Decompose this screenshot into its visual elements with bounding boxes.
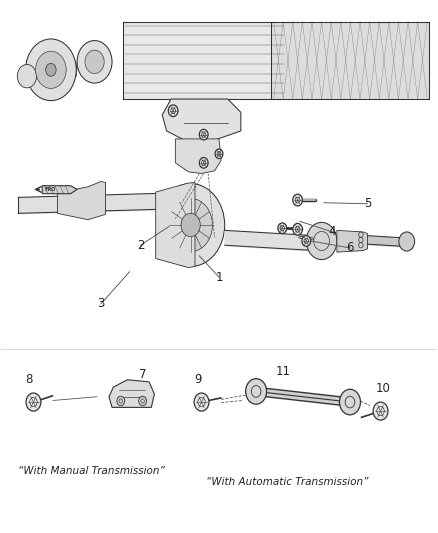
FancyBboxPatch shape (123, 22, 289, 99)
Circle shape (181, 213, 200, 237)
Text: “With Manual Transmission”: “With Manual Transmission” (18, 466, 165, 476)
Text: 9: 9 (195, 373, 202, 386)
Circle shape (25, 39, 76, 101)
Circle shape (156, 183, 225, 266)
Text: 5: 5 (364, 197, 371, 211)
Text: 2: 2 (137, 239, 144, 252)
Text: FRO: FRO (44, 187, 56, 192)
Circle shape (199, 130, 208, 140)
Circle shape (339, 389, 360, 415)
Circle shape (46, 63, 56, 76)
Circle shape (139, 396, 147, 406)
Circle shape (215, 149, 223, 159)
Text: 11: 11 (276, 365, 291, 378)
Circle shape (17, 64, 36, 88)
Circle shape (293, 223, 302, 235)
Text: 6: 6 (346, 241, 354, 254)
Polygon shape (57, 181, 106, 220)
Text: 1: 1 (215, 271, 223, 284)
Circle shape (306, 222, 337, 260)
FancyBboxPatch shape (272, 22, 428, 99)
Text: 3: 3 (97, 297, 105, 310)
Circle shape (77, 41, 112, 83)
Circle shape (278, 223, 287, 233)
Circle shape (199, 158, 208, 168)
Circle shape (169, 198, 212, 252)
Text: 4: 4 (329, 225, 336, 238)
Circle shape (35, 51, 66, 88)
Text: 7: 7 (139, 368, 146, 381)
Circle shape (26, 393, 41, 411)
Circle shape (246, 378, 267, 404)
Text: 10: 10 (375, 382, 390, 395)
Circle shape (293, 194, 302, 206)
Text: “With Automatic Transmission”: “With Automatic Transmission” (206, 477, 368, 487)
Circle shape (373, 402, 388, 420)
Polygon shape (109, 379, 154, 407)
Polygon shape (155, 182, 195, 268)
Polygon shape (42, 185, 77, 193)
Polygon shape (175, 139, 221, 173)
Circle shape (194, 393, 209, 411)
Circle shape (399, 232, 415, 251)
Text: 8: 8 (25, 373, 33, 386)
Polygon shape (162, 99, 241, 142)
Circle shape (302, 236, 311, 246)
Circle shape (85, 50, 104, 74)
Circle shape (168, 105, 178, 117)
Polygon shape (337, 230, 367, 252)
Circle shape (117, 396, 125, 406)
